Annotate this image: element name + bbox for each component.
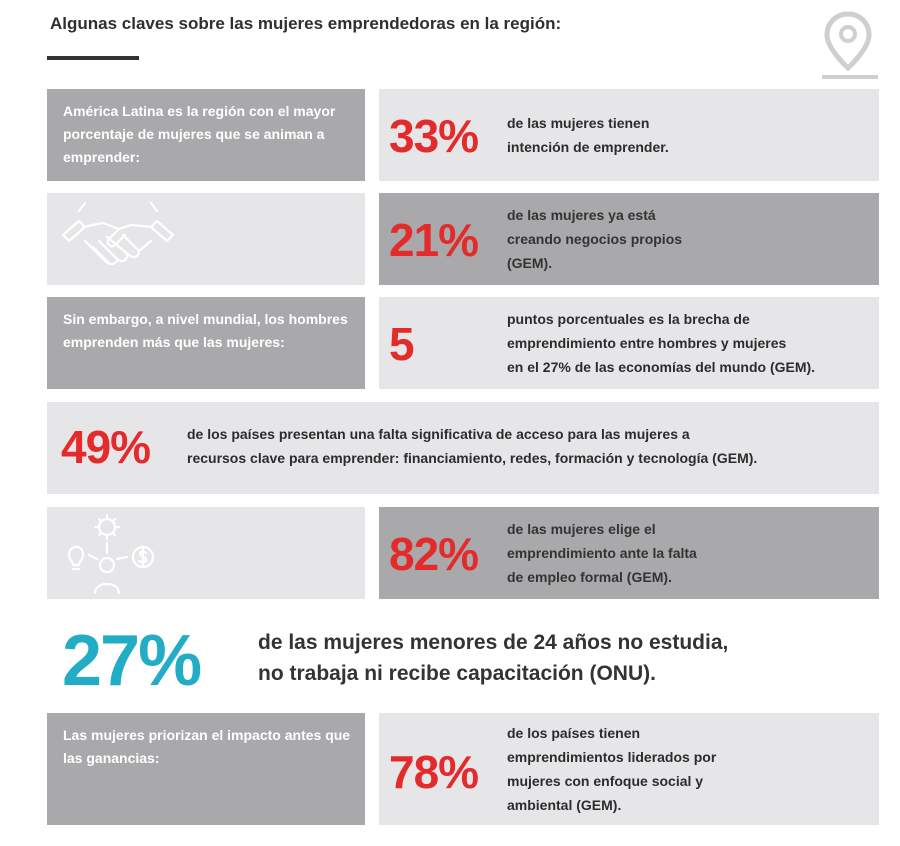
row5-stat-panel: 82% de las mujeres elige el emprendimien… (379, 507, 879, 599)
row2-desc-line: creando negocios propios (507, 231, 683, 247)
row7-desc-line: de los países tienen (507, 725, 641, 741)
row7-left-panel: Las mujeres priorizan el impacto antes q… (47, 713, 365, 825)
row6-stat: 27% (62, 621, 202, 701)
row6-description: de las mujeres menores de 24 años no est… (258, 627, 728, 689)
row5-desc-line: de las mujeres elige el (507, 521, 656, 537)
row6-desc-line: no trabaja ni recibe capacitación (ONU). (258, 662, 656, 685)
row4-desc-line: de los países presentan una falta signif… (187, 426, 690, 442)
row1-description: de las mujeres tienen intención de empre… (507, 111, 669, 159)
row5-icon-panel (47, 507, 365, 599)
row7-desc-line: ambiental (GEM). (507, 797, 622, 813)
row1-left-panel: América Latina es la región con el mayor… (47, 89, 365, 181)
row1-desc-line: de las mujeres tienen (507, 115, 650, 131)
row5-stat: 82% (389, 528, 479, 580)
row7-desc-line: mujeres con enfoque social y (507, 773, 704, 789)
row4-stat: 49% (61, 421, 151, 473)
row1-stat-panel: 33% de las mujeres tienen intención de e… (379, 89, 879, 181)
row3-desc-line: puntos porcentuales es la brecha de (507, 311, 750, 327)
row3-stat: 5 (389, 318, 415, 370)
row2-stat: 21% (389, 214, 479, 266)
row3-desc-line: en el 27% de las economías del mundo (GE… (507, 359, 816, 375)
title-underline (47, 56, 139, 60)
row5-description: de las mujeres elige el emprendimiento a… (507, 517, 697, 589)
row7-left-text: Las mujeres priorizan el impacto antes q… (63, 727, 351, 766)
handshake-icon (59, 199, 177, 279)
row3-left-panel: Sin embargo, a nivel mundial, los hombre… (47, 297, 365, 389)
row7-description: de los países tienen emprendimientos lid… (507, 721, 716, 817)
row7-desc-line: emprendimientos liderados por (507, 749, 717, 765)
row7-stat-panel: 78% de los países tienen emprendimientos… (379, 713, 879, 825)
row3-stat-panel: 5 puntos porcentuales es la brecha de em… (379, 297, 879, 389)
location-pin-icon (818, 8, 878, 82)
row2-desc-line: (GEM). (507, 255, 553, 271)
row6-desc-line: de las mujeres menores de 24 años no est… (258, 631, 729, 654)
row1-desc-line: intención de emprender. (507, 139, 669, 155)
row7-stat: 78% (389, 746, 479, 798)
row3-desc-line: emprendimiento entre hombres y mujeres (507, 335, 787, 351)
row2-desc-line: de las mujeres ya está (507, 207, 656, 223)
row2-icon-panel (47, 193, 365, 285)
row1-left-text: América Latina es la región con el mayor… (63, 103, 336, 165)
page-title: Algunas claves sobre las mujeres emprend… (50, 14, 562, 33)
row3-description: puntos porcentuales es la brecha de empr… (507, 307, 815, 379)
row5-desc-line: de empleo formal (GEM). (507, 569, 672, 585)
row4-desc-line: recursos clave para emprender: financiam… (187, 450, 758, 466)
row2-stat-panel: 21% de las mujeres ya está creando negoc… (379, 193, 879, 285)
row2-description: de las mujeres ya está creando negocios … (507, 203, 682, 275)
ideas-money-person-icon (61, 513, 161, 597)
row1-stat: 33% (389, 110, 479, 162)
row5-desc-line: emprendimiento ante la falta (507, 545, 697, 561)
row4-stat-panel: 49% de los países presentan una falta si… (47, 402, 879, 494)
row3-left-text: Sin embargo, a nivel mundial, los hombre… (63, 311, 348, 350)
row4-description: de los países presentan una falta signif… (187, 422, 757, 470)
